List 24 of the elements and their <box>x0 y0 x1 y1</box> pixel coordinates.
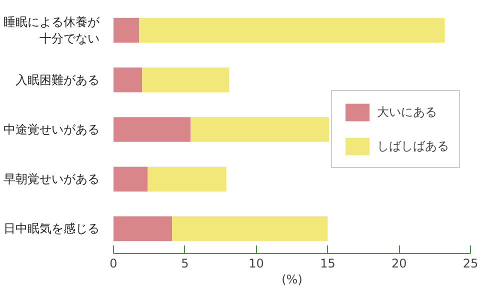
y-tick-label: 早朝覚せいがある <box>4 172 100 186</box>
y-tick-label: 入眠困難がある <box>16 72 100 87</box>
x-tick-label: 10 <box>248 256 264 270</box>
bar <box>148 166 226 192</box>
y-tick-label: 日中眠気を感じる <box>4 222 100 236</box>
legend-label: 大いにある <box>377 104 437 120</box>
bar <box>139 18 445 43</box>
bar <box>190 117 330 142</box>
y-tick-label: 中途覚せいがある <box>4 122 100 136</box>
x-tick-label: 25 <box>462 256 478 270</box>
bar <box>114 216 172 242</box>
x-axis-title: (%) <box>282 272 302 286</box>
y-tick-label: 睡眠による休養が十分でない <box>4 14 100 46</box>
bar <box>114 18 140 43</box>
legend-label: しばしばある <box>377 138 449 154</box>
bar <box>114 166 148 192</box>
bar <box>114 117 191 142</box>
bar <box>172 216 328 242</box>
x-tick-label: 15 <box>320 256 336 270</box>
x-tick-label: 20 <box>391 256 407 270</box>
x-tick-label: 0 <box>110 256 118 270</box>
bar <box>142 68 230 92</box>
bar <box>114 68 142 92</box>
x-tick-label: 5 <box>181 256 189 270</box>
